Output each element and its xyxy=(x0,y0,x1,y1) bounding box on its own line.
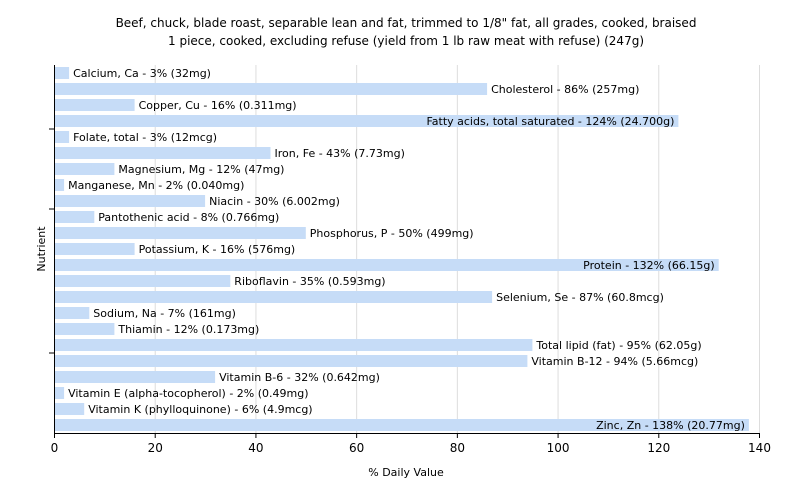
bar-label: Phosphorus, P - 50% (499mg) xyxy=(310,227,474,240)
bar-label: Potassium, K - 16% (576mg) xyxy=(139,243,296,256)
bar-label: Vitamin B-6 - 32% (0.642mg) xyxy=(219,371,380,384)
bar xyxy=(55,115,679,127)
bar xyxy=(55,291,493,303)
bar xyxy=(55,275,231,287)
bars-group: Calcium, Ca - 3% (32mg) Cholesterol - 86%… xyxy=(55,67,749,432)
chart-subtitle: 1 piece, cooked, excluding refuse (yield… xyxy=(168,34,644,48)
bar-label: Niacin - 30% (6.002mg) xyxy=(209,195,340,208)
bar-label: Riboflavin - 35% (0.593mg) xyxy=(234,275,385,288)
bar xyxy=(55,243,135,255)
x-tick-label: 20 xyxy=(148,441,163,455)
x-tick-label: 140 xyxy=(748,441,771,455)
x-tick-label: 100 xyxy=(547,441,570,455)
bar-label: Protein - 132% (66.15g) xyxy=(583,259,715,272)
bar-label: Thiamin - 12% (0.173mg) xyxy=(117,323,259,336)
bar xyxy=(55,147,271,159)
bar xyxy=(55,307,90,319)
bar xyxy=(55,211,95,223)
bar-label: Vitamin K (phylloquinone) - 6% (4.9mcg) xyxy=(88,403,312,416)
bar-label: Fatty acids, total saturated - 124% (24.… xyxy=(426,115,674,128)
bar xyxy=(55,227,306,239)
x-axis-label: % Daily Value xyxy=(368,466,444,479)
bar-label: Manganese, Mn - 2% (0.040mg) xyxy=(68,179,244,192)
bar xyxy=(55,67,70,79)
bar-label: Vitamin B-12 - 94% (5.66mcg) xyxy=(531,355,698,368)
bar-label: Total lipid (fat) - 95% (62.05g) xyxy=(535,339,701,352)
bar xyxy=(55,403,85,415)
bar xyxy=(55,419,749,431)
x-tick-label: 120 xyxy=(647,441,670,455)
bar-label: Pantothenic acid - 8% (0.766mg) xyxy=(98,211,279,224)
x-tick-label: 40 xyxy=(248,441,263,455)
bar xyxy=(55,323,115,335)
bar-label: Cholesterol - 86% (257mg) xyxy=(491,83,639,96)
bar xyxy=(55,259,719,271)
bar-label: Zinc, Zn - 138% (20.77mg) xyxy=(596,419,745,432)
y-axis-label: Nutrient xyxy=(35,226,48,272)
bar xyxy=(55,179,65,191)
bar xyxy=(55,163,115,175)
bar xyxy=(55,387,65,399)
bar-label: Copper, Cu - 16% (0.311mg) xyxy=(139,99,297,112)
x-tick-label: 80 xyxy=(450,441,465,455)
bar xyxy=(55,83,488,95)
chart-title: Beef, chuck, blade roast, separable lean… xyxy=(116,16,697,30)
bar-label: Folate, total - 3% (12mcg) xyxy=(73,131,217,144)
axes-group: 0 20 40 60 80 100 120 140 xyxy=(49,65,771,455)
bar xyxy=(55,371,216,383)
bar-label: Vitamin E (alpha-tocopherol) - 2% (0.49m… xyxy=(68,387,308,400)
bar xyxy=(55,195,206,207)
x-tick-label: 60 xyxy=(349,441,364,455)
bar-label: Calcium, Ca - 3% (32mg) xyxy=(73,67,211,80)
bar xyxy=(55,355,528,367)
x-tick-label: 0 xyxy=(51,441,59,455)
bar xyxy=(55,99,135,111)
bar-label: Selenium, Se - 87% (60.8mcg) xyxy=(496,291,664,304)
bar xyxy=(55,131,70,143)
bar-label: Magnesium, Mg - 12% (47mg) xyxy=(118,163,284,176)
bar xyxy=(55,339,533,351)
bar-label: Sodium, Na - 7% (161mg) xyxy=(93,307,236,320)
bar-label: Iron, Fe - 43% (7.73mg) xyxy=(275,147,405,160)
